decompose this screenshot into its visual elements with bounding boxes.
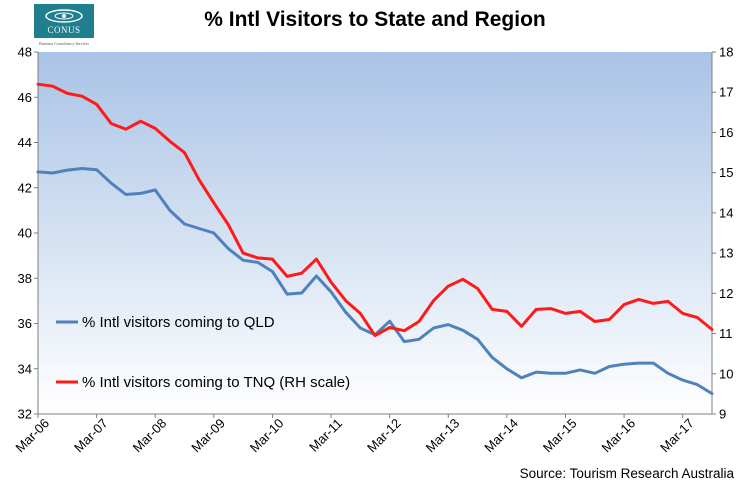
x-tick-label: Mar-11 [306, 416, 345, 455]
logo-box: CONUS [34, 4, 94, 38]
right-tick-label: 15 [719, 165, 733, 180]
conus-logo: CONUS Business Consultancy Services [34, 4, 94, 48]
plot-area [38, 52, 712, 414]
left-tick-label: 40 [18, 226, 32, 241]
tnq-series-line [36, 82, 714, 338]
right-tick-label: 11 [719, 326, 733, 341]
left-tick-label: 34 [18, 361, 32, 376]
logo-mark-icon [45, 9, 83, 23]
left-tick-label: 36 [18, 316, 32, 331]
x-tick-label: Mar-10 [247, 416, 287, 456]
right-tick-label: 13 [719, 246, 733, 261]
right-tick-label: 17 [719, 85, 733, 100]
left-tick-label: 42 [18, 180, 32, 195]
right-tick-label: 9 [719, 407, 726, 422]
x-tick-label: Mar-08 [130, 416, 170, 456]
x-tick-label: Mar-17 [657, 416, 697, 456]
x-tick-label: Mar-12 [364, 416, 404, 456]
series-lines [36, 82, 714, 396]
right-tick-label: 14 [719, 205, 733, 220]
legend-qld-label: % Intl visitors coming to QLD [82, 314, 275, 331]
left-tick-label: 46 [18, 90, 32, 105]
left-tick-label: 44 [18, 135, 32, 150]
right-tick-label: 12 [719, 286, 733, 301]
legend: % Intl visitors coming to QLD % Intl visi… [56, 314, 350, 391]
logo-text: CONUS [47, 25, 81, 35]
right-tick-label: 16 [719, 125, 733, 140]
logo-tagline: Business Consultancy Services [39, 41, 89, 46]
right-tick-label: 10 [719, 366, 733, 381]
x-tick-label: Mar-15 [540, 416, 580, 456]
right-tick-label: 18 [719, 45, 733, 60]
x-tick-label: Mar-07 [71, 416, 111, 456]
x-tick-label: Mar-13 [423, 416, 463, 456]
left-tick-label: 32 [18, 407, 32, 422]
source-note: Source: Tourism Research Australia [519, 466, 734, 481]
x-tick-label: Mar-14 [481, 416, 521, 456]
left-tick-label: 48 [18, 45, 32, 60]
chart-title: % Intl Visitors to State and Region [204, 8, 546, 31]
x-tick-label: Mar-16 [598, 416, 638, 456]
x-tick-label: Mar-09 [188, 416, 228, 456]
left-tick-label: 38 [18, 271, 32, 286]
legend-tnq-label: % Intl visitors coming to TNQ (RH scale) [82, 374, 350, 391]
